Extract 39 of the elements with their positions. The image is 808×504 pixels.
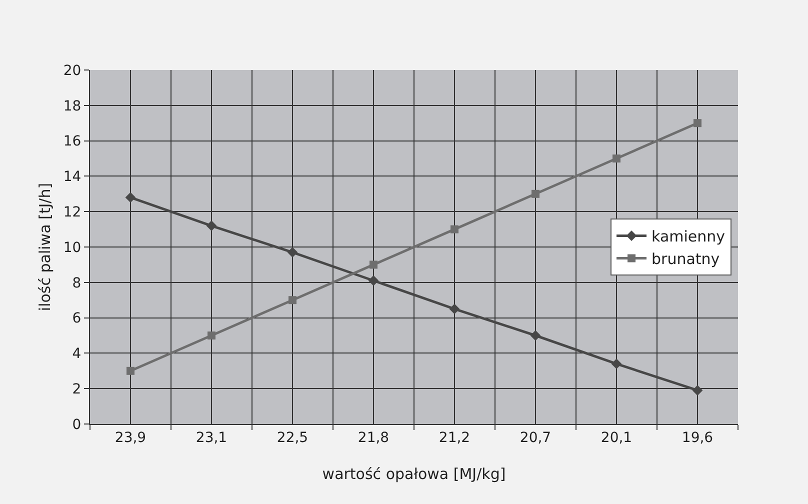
x-axis-title: wartość opałowa [MJ/kg] [322,465,506,483]
x-tick-label: 20,1 [600,430,632,446]
point [532,190,540,198]
y-tick-label: 0 [72,416,82,433]
x-tick-label: 21,2 [438,430,470,446]
point [288,296,296,304]
point [370,260,378,269]
x-tick-label: 19,6 [682,430,714,446]
point [287,247,298,258]
y-tick-label: 6 [72,310,82,327]
point [206,220,217,231]
y-tick-label: 10 [63,240,82,256]
y-tick-label: 8 [72,275,82,292]
point [126,366,134,375]
legend-label: brunatny [652,250,720,268]
point [612,154,620,162]
x-tick-label: 23,1 [196,430,228,446]
x-tick-label: 20,7 [520,430,552,446]
x-tick-label: 22,5 [276,430,308,446]
legend-label: kamienny [652,228,726,246]
point [368,275,379,286]
x-tick-label: 23,9 [114,430,146,446]
point [692,385,703,396]
point [694,119,702,128]
point [125,192,136,203]
y-tick-label: 4 [72,346,82,362]
point [208,332,216,340]
y-tick-label: 12 [63,204,82,220]
point [611,358,622,370]
y-tick-label: 16 [63,134,82,150]
point [449,304,460,314]
y-tick-label: 20 [63,62,82,79]
y-tick-label: 14 [63,169,82,186]
y-tick-label: 18 [63,98,82,114]
point [530,330,541,341]
x-tick-label: 21,8 [358,430,390,446]
y-axis-title: ilość paliwa [tJ/h] [36,182,54,312]
point [450,225,458,234]
y-tick-label: 2 [72,382,82,398]
